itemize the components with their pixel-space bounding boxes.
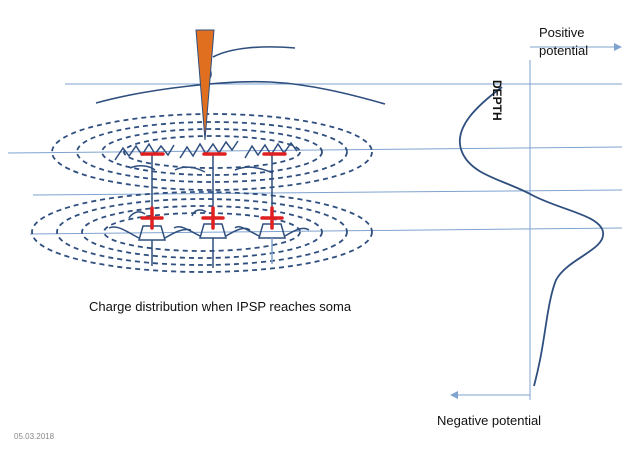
negative-arrow-head [450,391,458,399]
positive-potential-label-line1: Positive [539,25,585,40]
depth-axis-label: DEPTH [490,80,504,121]
positive-arrow-head [614,43,622,51]
positive-charge-2 [203,208,223,228]
surface-wire [213,47,295,57]
reference-line-3 [33,190,622,195]
surface-curve [96,82,385,104]
positive-charge-1 [142,208,162,228]
positive-potential-label-line2: potential [539,43,588,58]
slide-date: 05.03.2018 [14,432,54,441]
positive-charge-3 [262,208,282,228]
negative-potential-label: Negative potential [437,413,541,428]
reference-line-4 [30,228,622,234]
cortical-surface [96,47,385,104]
diagram-caption: Charge distribution when IPSP reaches so… [89,299,351,314]
potential-profile-curve [460,87,603,386]
